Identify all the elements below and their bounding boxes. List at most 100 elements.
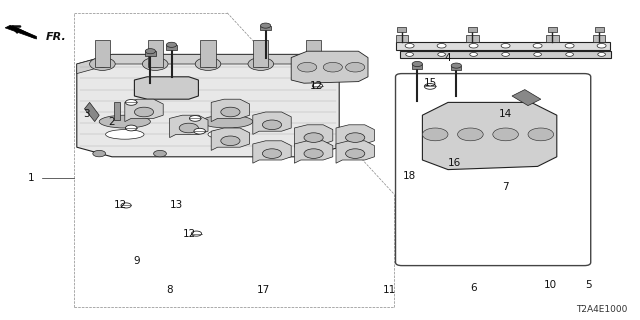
Text: 10: 10: [544, 280, 557, 290]
Circle shape: [90, 58, 115, 70]
Text: 12: 12: [310, 81, 323, 92]
Text: 8: 8: [166, 284, 173, 295]
Text: 3: 3: [83, 108, 90, 119]
Circle shape: [346, 133, 365, 142]
Bar: [466, 35, 479, 42]
Bar: [468, 27, 477, 32]
Text: 14: 14: [499, 108, 512, 119]
Circle shape: [346, 62, 365, 72]
Circle shape: [179, 123, 198, 133]
Polygon shape: [125, 99, 163, 122]
Circle shape: [142, 58, 168, 70]
FancyBboxPatch shape: [396, 74, 591, 266]
Circle shape: [254, 61, 267, 67]
Circle shape: [346, 149, 365, 158]
Bar: [400, 51, 611, 58]
Circle shape: [304, 149, 323, 158]
Circle shape: [565, 44, 574, 48]
Text: 15: 15: [424, 78, 436, 88]
Circle shape: [93, 150, 106, 157]
Text: 13: 13: [170, 200, 183, 210]
Circle shape: [96, 61, 109, 67]
Polygon shape: [211, 128, 250, 150]
Text: FR.: FR.: [46, 32, 67, 42]
Polygon shape: [253, 141, 291, 163]
Circle shape: [166, 42, 177, 47]
Circle shape: [148, 61, 162, 67]
Circle shape: [405, 44, 414, 48]
Polygon shape: [512, 90, 541, 106]
Bar: [397, 27, 406, 32]
Circle shape: [154, 150, 166, 157]
Text: 5: 5: [586, 280, 592, 290]
Bar: [306, 40, 321, 67]
Circle shape: [458, 128, 483, 141]
Polygon shape: [134, 77, 198, 99]
Text: 6: 6: [470, 283, 477, 293]
Polygon shape: [77, 54, 339, 157]
Text: 4: 4: [445, 52, 451, 63]
Circle shape: [298, 62, 317, 72]
Text: 7: 7: [502, 182, 509, 192]
Circle shape: [422, 128, 448, 141]
Text: 16: 16: [448, 158, 461, 168]
Circle shape: [312, 83, 323, 88]
Circle shape: [121, 203, 131, 208]
Bar: [166, 45, 177, 50]
Bar: [595, 27, 604, 32]
Text: 1: 1: [28, 172, 34, 183]
Bar: [451, 66, 461, 70]
Bar: [260, 26, 271, 30]
Circle shape: [125, 125, 137, 131]
Text: 12: 12: [183, 228, 196, 239]
Circle shape: [221, 107, 240, 117]
Circle shape: [406, 52, 413, 56]
Polygon shape: [422, 102, 557, 170]
Circle shape: [194, 128, 205, 134]
Polygon shape: [5, 25, 36, 39]
Bar: [396, 42, 610, 50]
Polygon shape: [84, 102, 99, 122]
Circle shape: [412, 61, 422, 67]
Text: 11: 11: [383, 284, 396, 295]
Circle shape: [248, 58, 274, 70]
Circle shape: [502, 52, 509, 56]
Bar: [396, 35, 408, 42]
Circle shape: [260, 23, 271, 28]
Circle shape: [424, 84, 436, 89]
Bar: [546, 35, 559, 42]
Ellipse shape: [208, 130, 246, 139]
Text: 2: 2: [109, 116, 115, 127]
Bar: [253, 40, 269, 67]
Bar: [147, 40, 163, 67]
Bar: [95, 40, 110, 67]
Polygon shape: [170, 115, 208, 138]
Text: 17: 17: [257, 284, 270, 295]
Circle shape: [262, 120, 282, 130]
Polygon shape: [294, 141, 333, 163]
Circle shape: [533, 44, 542, 48]
Bar: [548, 27, 557, 32]
Circle shape: [304, 133, 323, 142]
Circle shape: [307, 61, 320, 67]
Text: 12: 12: [114, 200, 127, 210]
Circle shape: [189, 116, 201, 121]
Circle shape: [451, 63, 461, 68]
Circle shape: [195, 58, 221, 70]
Circle shape: [191, 231, 202, 236]
Circle shape: [314, 150, 326, 157]
Bar: [145, 51, 156, 56]
Circle shape: [202, 61, 214, 67]
Polygon shape: [336, 141, 374, 163]
Circle shape: [566, 52, 573, 56]
Bar: [114, 102, 120, 120]
Text: 9: 9: [133, 256, 140, 266]
Circle shape: [301, 58, 326, 70]
Circle shape: [534, 52, 541, 56]
Polygon shape: [253, 112, 291, 134]
Circle shape: [125, 100, 137, 105]
Circle shape: [598, 52, 605, 56]
Text: 18: 18: [403, 171, 416, 181]
Polygon shape: [336, 125, 374, 147]
Bar: [200, 40, 216, 67]
